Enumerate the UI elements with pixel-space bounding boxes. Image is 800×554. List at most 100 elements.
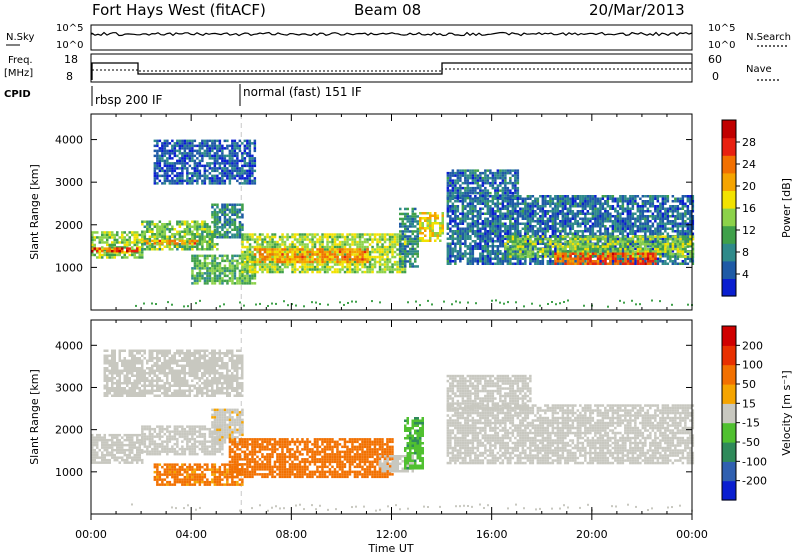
data-cell bbox=[534, 215, 537, 218]
data-cell bbox=[499, 217, 502, 220]
data-cell bbox=[494, 255, 497, 258]
data-cell bbox=[158, 239, 162, 243]
data-cell bbox=[173, 235, 177, 238]
data-cell bbox=[156, 174, 159, 178]
data-cell bbox=[151, 235, 154, 238]
data-cell bbox=[491, 245, 495, 248]
data-cell bbox=[391, 265, 394, 269]
data-cell bbox=[246, 235, 249, 239]
data-cell bbox=[526, 240, 530, 243]
data-cell bbox=[489, 215, 492, 218]
data-cell bbox=[351, 233, 354, 236]
data-cell bbox=[549, 220, 552, 223]
data-cell bbox=[391, 248, 394, 251]
data-cell bbox=[211, 162, 214, 165]
data-cell bbox=[216, 147, 219, 150]
data-cell bbox=[221, 182, 224, 185]
data-cell bbox=[221, 223, 224, 226]
data-cell bbox=[661, 212, 665, 215]
data-cell bbox=[446, 255, 450, 258]
data-cell bbox=[231, 203, 234, 206]
data-cell bbox=[283, 258, 287, 261]
data-cell bbox=[406, 215, 409, 218]
data-cell bbox=[601, 225, 605, 228]
data-cell bbox=[386, 233, 389, 236]
data-cell bbox=[396, 268, 399, 271]
data-cell bbox=[581, 235, 585, 238]
data-cell bbox=[171, 239, 174, 243]
data-cell bbox=[101, 231, 104, 234]
data-cell bbox=[146, 223, 149, 226]
data-cell bbox=[353, 233, 357, 236]
data-cell bbox=[136, 249, 139, 253]
data-cell bbox=[629, 217, 632, 220]
data-cell bbox=[469, 207, 472, 210]
data-cell bbox=[191, 149, 194, 153]
data-cell bbox=[206, 245, 209, 248]
data-cell bbox=[569, 200, 572, 203]
data-cell bbox=[641, 210, 645, 213]
data-cell bbox=[213, 264, 217, 268]
data-cell bbox=[166, 164, 169, 168]
data-cell bbox=[336, 268, 339, 271]
data-cell bbox=[456, 242, 460, 245]
data-cell bbox=[131, 233, 134, 237]
data-cell bbox=[584, 207, 587, 210]
data-cell bbox=[298, 238, 302, 241]
data-cell bbox=[386, 258, 389, 261]
data-cell bbox=[311, 258, 314, 261]
data-cell bbox=[213, 167, 217, 170]
data-cell bbox=[166, 144, 169, 148]
data-cell bbox=[509, 212, 512, 215]
data-cell bbox=[103, 231, 106, 234]
data-cell bbox=[411, 207, 414, 211]
data-cell bbox=[481, 260, 485, 263]
data-cell bbox=[629, 215, 632, 218]
data-cell bbox=[183, 152, 187, 155]
data-cell bbox=[193, 164, 197, 168]
data-cell bbox=[251, 162, 254, 165]
data-cell bbox=[676, 262, 680, 265]
data-cell bbox=[331, 243, 334, 246]
data-cell bbox=[163, 245, 167, 248]
data-cell bbox=[236, 262, 239, 265]
data-cell bbox=[166, 169, 169, 173]
data-cell bbox=[138, 251, 141, 254]
data-cell bbox=[183, 233, 187, 236]
data-cell bbox=[574, 255, 577, 258]
data-cell bbox=[461, 227, 465, 230]
data-cell bbox=[576, 205, 580, 208]
data-cell bbox=[679, 200, 682, 203]
data-cell bbox=[326, 263, 329, 266]
data-cell bbox=[141, 251, 144, 254]
data-cell bbox=[216, 179, 219, 183]
data-cell bbox=[619, 197, 622, 200]
data-cell bbox=[686, 217, 690, 220]
data-cell bbox=[526, 212, 530, 215]
data-cell bbox=[526, 195, 530, 198]
data-cell bbox=[193, 174, 197, 178]
data-cell bbox=[178, 239, 182, 243]
data-cell bbox=[253, 169, 257, 173]
data-cell bbox=[193, 277, 197, 280]
data-cell bbox=[173, 152, 177, 155]
data-cell bbox=[481, 235, 485, 238]
data-cell bbox=[401, 225, 404, 228]
data-cell bbox=[243, 169, 247, 173]
data-cell bbox=[651, 205, 655, 208]
data-cell bbox=[549, 250, 552, 253]
data-cell bbox=[353, 265, 357, 269]
data-cell bbox=[686, 257, 690, 260]
data-cell bbox=[574, 232, 577, 235]
data-cell bbox=[143, 230, 147, 233]
data-cell bbox=[153, 149, 157, 153]
data-cell bbox=[233, 267, 237, 270]
data-cell bbox=[183, 154, 187, 158]
data-cell bbox=[586, 202, 590, 205]
data-cell bbox=[594, 225, 597, 228]
data-cell bbox=[243, 152, 247, 155]
data-cell bbox=[691, 200, 695, 203]
data-cell bbox=[591, 205, 595, 208]
data-cell bbox=[246, 272, 249, 275]
data-cell bbox=[386, 253, 389, 256]
